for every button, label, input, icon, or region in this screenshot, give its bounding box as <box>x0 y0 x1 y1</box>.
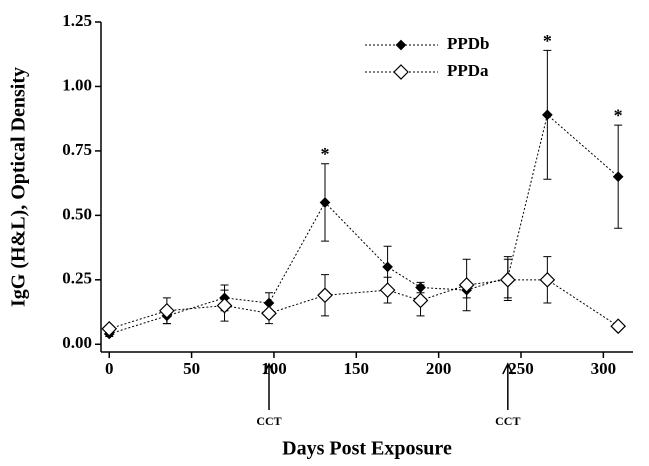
annotation: * <box>321 144 330 164</box>
legend-label: PPDa <box>447 61 489 80</box>
y-tick-label: 0.75 <box>62 140 92 159</box>
legend-label: PPDb <box>447 34 490 53</box>
data-point <box>415 282 426 293</box>
x-tick-label: 200 <box>426 359 452 378</box>
data-point <box>261 305 277 322</box>
legend-marker <box>395 39 407 51</box>
data-point <box>317 287 333 304</box>
y-axis-label: IgG (H&L), Optical Density <box>8 67 30 307</box>
data-point <box>379 282 396 298</box>
y-tick-label: 0.00 <box>62 333 92 352</box>
data-point <box>159 302 175 319</box>
marker-label: CCT <box>495 414 520 428</box>
x-axis-label: Days Post Exposure <box>282 438 452 460</box>
y-tick-label: 1.25 <box>62 11 92 30</box>
data-point <box>101 320 118 337</box>
data-point <box>216 297 233 314</box>
data-point <box>458 277 475 293</box>
data-point <box>382 261 393 273</box>
series-line <box>109 279 619 330</box>
x-tick-label: 50 <box>183 359 200 378</box>
data-point <box>610 318 627 335</box>
marker-label: CCT <box>256 414 281 428</box>
x-tick-label: 150 <box>344 359 370 378</box>
data-point <box>539 271 556 288</box>
x-tick-label: 100 <box>261 359 287 378</box>
x-tick-label: 300 <box>591 359 617 378</box>
arrow <box>502 362 514 410</box>
annotation: * <box>543 31 552 51</box>
data-point <box>319 197 331 208</box>
annotation: * <box>614 106 623 126</box>
data-point <box>412 292 429 309</box>
data-point <box>612 171 624 183</box>
data-point <box>542 109 553 121</box>
x-tick-label: 0 <box>105 359 114 378</box>
y-tick-label: 0.50 <box>62 204 92 223</box>
y-tick-label: 0.25 <box>62 269 92 288</box>
arrow <box>263 362 275 410</box>
legend-marker <box>393 64 409 80</box>
data-point <box>499 271 516 288</box>
x-tick-label: 250 <box>508 359 534 378</box>
series-line <box>109 113 619 335</box>
y-tick-label: 1.00 <box>62 75 92 94</box>
